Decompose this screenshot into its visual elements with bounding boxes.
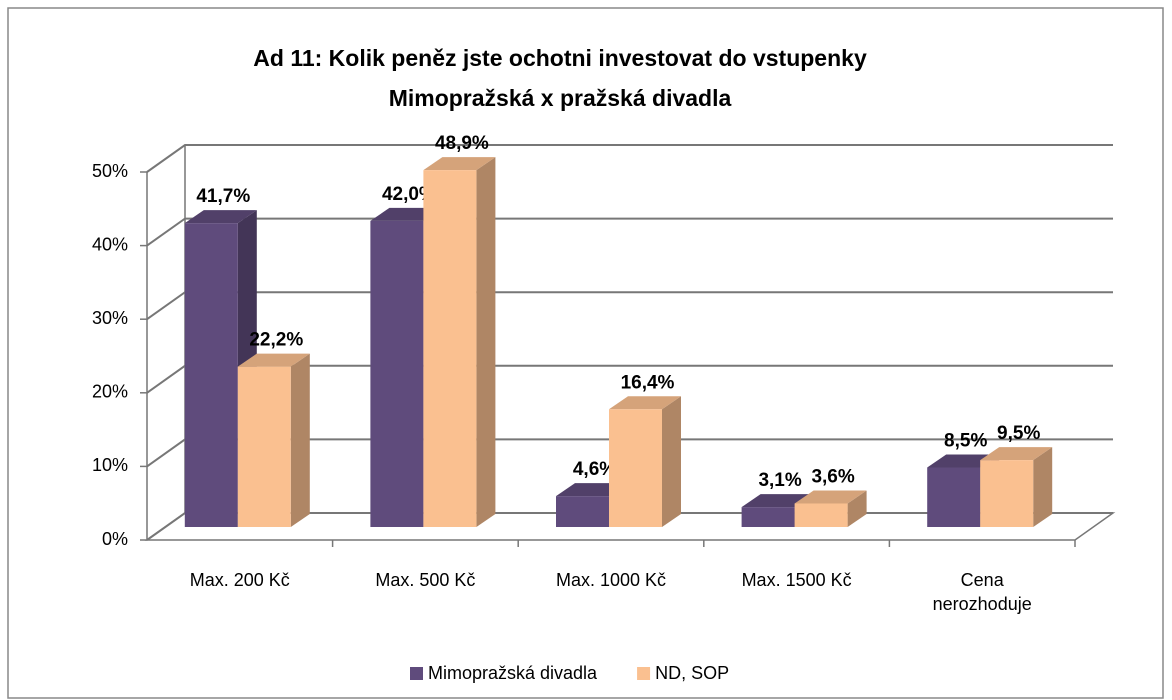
data-label: 48,9% [435, 133, 489, 154]
bar [423, 157, 496, 527]
data-label: 4,6% [573, 459, 616, 480]
bar [609, 396, 681, 527]
bar-front [423, 170, 477, 527]
bar-front [927, 467, 981, 527]
chart-subtitle: Mimopražská x pražská divadla [389, 85, 732, 111]
data-label: 41,7% [196, 186, 250, 207]
bar-side [847, 490, 867, 527]
bar-side [662, 396, 681, 527]
data-label: 16,4% [621, 372, 675, 393]
bar-front [741, 507, 795, 527]
bar-side [476, 157, 496, 527]
bar-top [184, 210, 257, 224]
bar-top [794, 490, 867, 504]
bar-front [794, 503, 848, 527]
legend-label: ND, SOP [655, 663, 729, 683]
bar-front [556, 496, 609, 527]
y-tick-label: 10% [92, 455, 128, 475]
x-tick-label: Max. 500 Kč [375, 570, 476, 590]
x-tick-label: Max. 1500 Kč [741, 570, 852, 590]
bar-front [980, 460, 1034, 527]
bar-front [184, 223, 238, 527]
bar-top [237, 353, 310, 367]
legend-label: Mimopražská divadla [428, 663, 598, 683]
bar-front [237, 366, 291, 527]
bar [980, 447, 1053, 527]
bar-top [423, 157, 496, 171]
x-tick-label: Max. 1000 Kč [555, 570, 667, 590]
data-label: 42,0% [382, 184, 436, 205]
data-label: 3,1% [758, 470, 801, 491]
legend-swatch [410, 667, 423, 680]
bar-side [290, 353, 310, 527]
bar-top [980, 447, 1053, 461]
bar [237, 353, 310, 527]
legend-swatch [637, 667, 651, 680]
bar-front [370, 220, 424, 527]
data-label: 22,2% [249, 330, 303, 351]
y-tick-label: 0% [102, 529, 128, 549]
y-tick-label: 40% [92, 234, 128, 254]
bar [794, 490, 867, 527]
y-tick-label: 20% [92, 382, 128, 402]
bar-front [609, 409, 662, 527]
data-label: 8,5% [944, 430, 987, 451]
y-tick-label: 30% [92, 308, 128, 328]
x-tick-label: Max. 200 Kč [189, 570, 290, 590]
data-label: 9,5% [997, 423, 1040, 444]
chart-title: Ad 11: Kolik peněz jste ochotni investov… [253, 45, 867, 71]
bar-side [1033, 447, 1053, 527]
y-tick-label: 50% [92, 161, 128, 181]
data-label: 3,6% [811, 467, 854, 488]
bar-top [609, 396, 681, 410]
x-tick-label: Cena nerozhoduje [932, 570, 1032, 614]
